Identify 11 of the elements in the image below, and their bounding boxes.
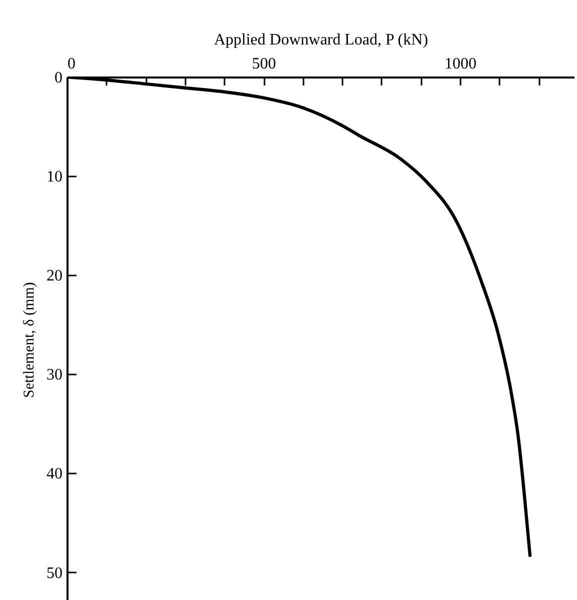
y-tick-label: 20 xyxy=(46,268,62,285)
x-tick-label: 0 xyxy=(68,56,76,72)
y-tick-label: 30 xyxy=(46,366,62,384)
y-tick-label: 50 xyxy=(46,564,62,582)
x-tick-label: 500 xyxy=(252,56,276,72)
y-tick-label: 10 xyxy=(46,168,62,186)
y-axis-title: Settlement, δ (mm) xyxy=(22,282,38,398)
y-tick-label: 40 xyxy=(46,466,62,483)
x-axis-title: Applied Downward Load, P (kN) xyxy=(214,32,428,48)
y-tick-label: 0 xyxy=(54,70,62,86)
x-tick-label: 1000 xyxy=(444,56,477,72)
